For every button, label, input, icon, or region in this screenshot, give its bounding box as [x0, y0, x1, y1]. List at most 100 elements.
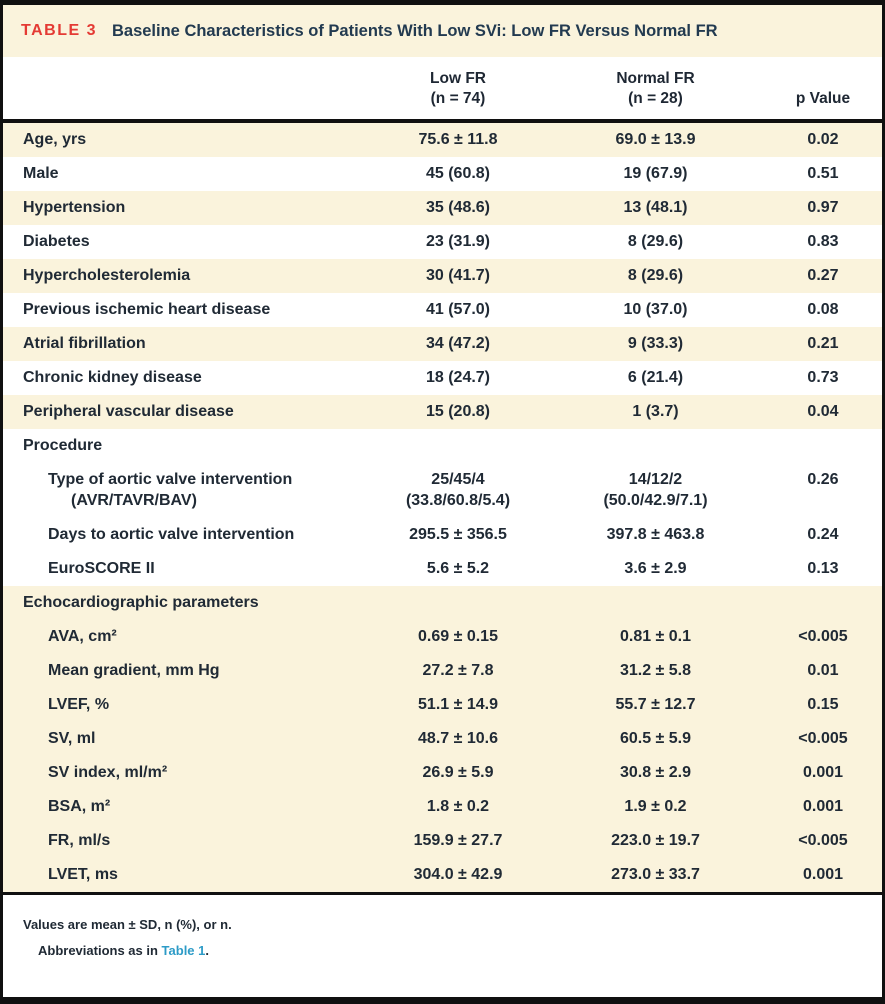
- p-value: 0.27: [748, 259, 882, 293]
- normal-fr-value: 13 (48.1): [563, 191, 748, 225]
- section-header-row: Echocardiographic parameters: [3, 586, 882, 620]
- normal-fr-value: 0.81 ± 0.1: [563, 620, 748, 654]
- empty-cells: [353, 586, 882, 620]
- footnote-line1: Values are mean ± SD, n (%), or n.: [23, 917, 232, 932]
- p-value: 0.04: [748, 395, 882, 429]
- table-row: Days to aortic valve intervention 295.5 ±…: [3, 518, 882, 552]
- low-fr-value: 25/45/4 (33.8/60.8/5.4): [405, 471, 511, 509]
- p-value: 0.08: [807, 301, 839, 318]
- table-row: Previous ischemic heart disease 41 (57.0)…: [3, 293, 882, 327]
- p-value: 0.24: [807, 526, 839, 543]
- low-fr-value: 51.1 ± 14.9: [353, 688, 563, 722]
- table-title: Baseline Characteristics of Patients Wit…: [111, 21, 718, 40]
- low-fr-value: 15 (20.8): [353, 395, 563, 429]
- normal-fr-value: 30.8 ± 2.9: [563, 756, 748, 790]
- table-title-band: TABLE 3 Baseline Characteristics of Pati…: [3, 5, 882, 57]
- table-row: SV index, ml/m² 26.9 ± 5.9 30.8 ± 2.9 0.001: [3, 756, 882, 790]
- row-label: BSA, m²: [3, 790, 353, 824]
- low-fr-value: 35 (48.6): [353, 191, 563, 225]
- low-fr-value: 295.5 ± 356.5: [409, 526, 507, 543]
- low-fr-value: 304.0 ± 42.9: [353, 858, 563, 892]
- table-row: BSA, m² 1.8 ± 0.2 1.9 ± 0.2 0.001: [3, 790, 882, 824]
- table-row: Hypertension 35 (48.6) 13 (48.1) 0.97: [3, 191, 882, 225]
- normal-fr-value: 55.7 ± 12.7: [563, 688, 748, 722]
- normal-fr-column-header: Normal FR (n = 28): [563, 57, 748, 123]
- normal-fr-value: 223.0 ± 19.7: [563, 824, 748, 858]
- normal-fr-value: 60.5 ± 5.9: [563, 722, 748, 756]
- p-value-column-header: p Value: [748, 57, 882, 123]
- low-fr-value: 45 (60.8): [425, 165, 491, 182]
- low-fr-value: 1.8 ± 0.2: [353, 790, 563, 824]
- row-label: SV, ml: [3, 722, 353, 756]
- p-value: 0.21: [748, 327, 882, 361]
- row-label: SV index, ml/m²: [3, 756, 353, 790]
- low-fr-value: 48.7 ± 10.6: [353, 722, 563, 756]
- normal-fr-value: 9 (33.3): [563, 327, 748, 361]
- normal-fr-label: Normal FR: [616, 70, 695, 87]
- p-value: 0.01: [748, 654, 882, 688]
- row-label: Chronic kidney disease: [23, 369, 202, 386]
- normal-fr-value: 8 (29.6): [627, 233, 684, 250]
- p-value: 0.13: [807, 560, 839, 577]
- table-footnote: Values are mean ± SD, n (%), or n. Abbre…: [3, 892, 882, 997]
- table-header: Low FR (n = 74) Normal FR (n = 28) p Val…: [3, 57, 882, 123]
- p-value: <0.005: [748, 620, 882, 654]
- low-fr-value: 26.9 ± 5.9: [353, 756, 563, 790]
- table1-link[interactable]: Table 1: [161, 943, 206, 958]
- footnote-line2-text: Abbreviations as in: [38, 943, 162, 958]
- table-row: SV, ml 48.7 ± 10.6 60.5 ± 5.9 <0.005: [3, 722, 882, 756]
- table-row: AVA, cm² 0.69 ± 0.15 0.81 ± 0.1 <0.005: [3, 620, 882, 654]
- table-row: Chronic kidney disease 18 (24.7) 6 (21.4) 0…: [3, 361, 882, 395]
- table-row: Age, yrs 75.6 ± 11.8 69.0 ± 13.9 0.02: [3, 121, 882, 157]
- low-fr-value: 34 (47.2): [353, 327, 563, 361]
- normal-fr-value: 273.0 ± 33.7: [563, 858, 748, 892]
- table-row: Mean gradient, mm Hg 27.2 ± 7.8 31.2 ± 5.8…: [3, 654, 882, 688]
- row-label: LVET, ms: [3, 858, 353, 892]
- table-row: Male 45 (60.8) 19 (67.9) 0.51: [3, 157, 882, 191]
- low-fr-value: 27.2 ± 7.8: [353, 654, 563, 688]
- p-value: 0.15: [748, 688, 882, 722]
- normal-fr-value: 31.2 ± 5.8: [563, 654, 748, 688]
- p-value-label: p Value: [795, 90, 851, 107]
- normal-fr-value: 8 (29.6): [563, 259, 748, 293]
- table-row: FR, ml/s 159.9 ± 27.7 223.0 ± 19.7 <0.005: [3, 824, 882, 858]
- row-label: Peripheral vascular disease: [3, 395, 353, 429]
- low-fr-value: 23 (31.9): [425, 233, 491, 250]
- p-value: 0.73: [807, 369, 839, 386]
- table-body: Age, yrs 75.6 ± 11.8 69.0 ± 13.9 0.02 Male 45…: [3, 121, 882, 892]
- low-fr-value: 18 (24.7): [425, 369, 491, 386]
- low-fr-value: 30 (41.7): [353, 259, 563, 293]
- normal-fr-value: 1 (3.7): [563, 395, 748, 429]
- low-fr-value: 0.69 ± 0.15: [353, 620, 563, 654]
- row-label: Echocardiographic parameters: [3, 586, 353, 620]
- table-row: Atrial fibrillation 34 (47.2) 9 (33.3) 0.21: [3, 327, 882, 361]
- table-row: LVET, ms 304.0 ± 42.9 273.0 ± 33.7 0.001: [3, 858, 882, 892]
- p-value: 0.83: [807, 233, 839, 250]
- table-row: EuroSCORE II 5.6 ± 5.2 3.6 ± 2.9 0.13: [3, 552, 882, 586]
- low-fr-value: 159.9 ± 27.7: [353, 824, 563, 858]
- low-fr-value: 75.6 ± 11.8: [353, 121, 563, 157]
- row-label: Age, yrs: [3, 121, 353, 157]
- p-value: 0.26: [807, 471, 839, 488]
- row-label: FR, ml/s: [3, 824, 353, 858]
- p-value: 0.51: [807, 165, 839, 182]
- low-fr-column-header: Low FR (n = 74): [353, 57, 563, 123]
- low-fr-value: 41 (57.0): [425, 301, 491, 318]
- table-row: LVEF, % 51.1 ± 14.9 55.7 ± 12.7 0.15: [3, 688, 882, 722]
- normal-fr-n: (n = 28): [628, 90, 683, 107]
- normal-fr-value: 3.6 ± 2.9: [624, 560, 687, 577]
- table-number-tag: TABLE 3: [21, 22, 97, 39]
- normal-fr-value: 1.9 ± 0.2: [563, 790, 748, 824]
- row-label: AVA, cm²: [3, 620, 353, 654]
- characteristics-table: Low FR (n = 74) Normal FR (n = 28) p Val…: [3, 57, 882, 892]
- row-label: Hypertension: [3, 191, 353, 225]
- row-label: EuroSCORE II: [48, 560, 155, 577]
- normal-fr-value: 14/12/2 (50.0/42.9/7.1): [603, 471, 708, 509]
- normal-fr-value: 397.8 ± 463.8: [606, 526, 705, 543]
- table-row: Diabetes 23 (31.9) 8 (29.6) 0.83: [3, 225, 882, 259]
- low-fr-value: 5.6 ± 5.2: [426, 560, 490, 577]
- normal-fr-value: 19 (67.9): [623, 165, 688, 182]
- p-value: 0.001: [748, 790, 882, 824]
- row-label: Procedure: [23, 437, 103, 454]
